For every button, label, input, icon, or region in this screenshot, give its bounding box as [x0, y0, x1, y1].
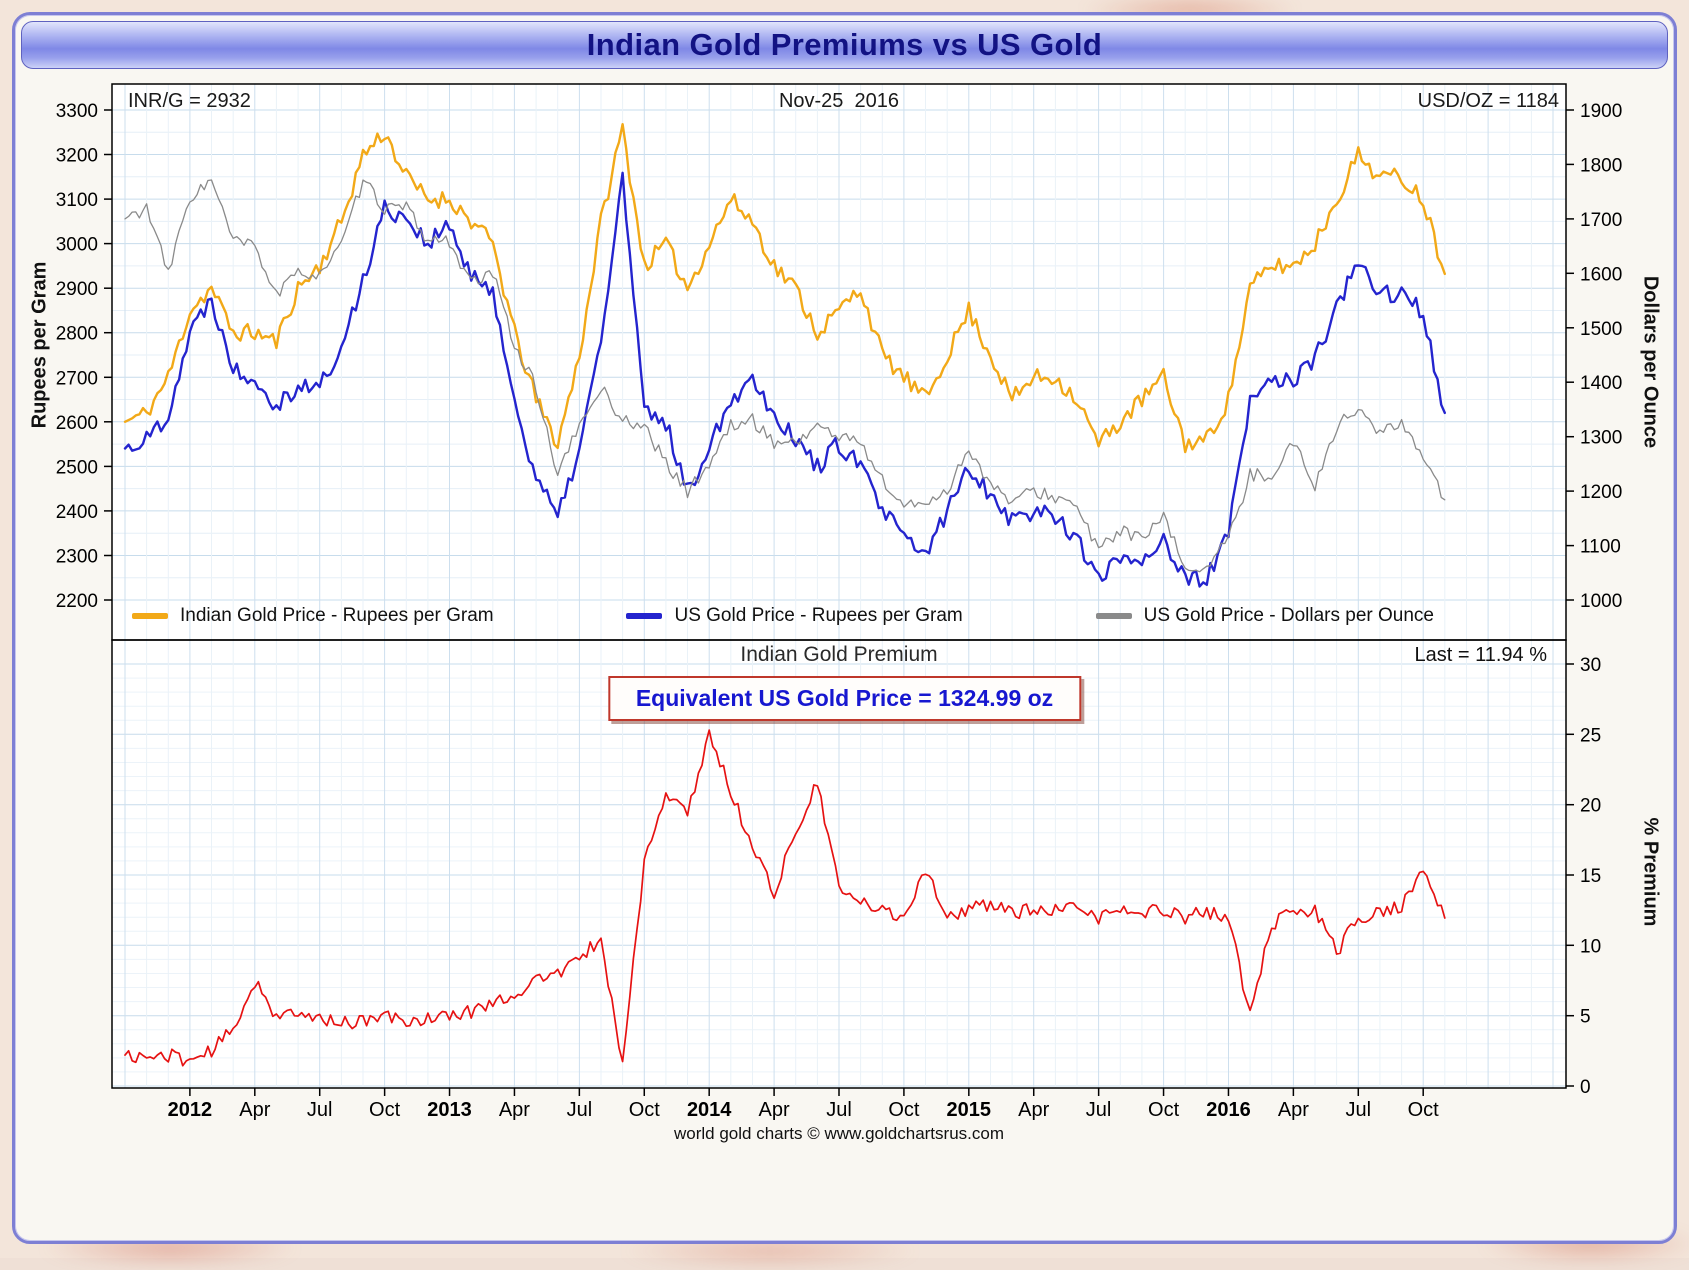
chart-title: Indian Gold Premiums vs US Gold: [586, 27, 1103, 62]
chart-frame: Indian Gold Premiums vs US Gold: [12, 12, 1677, 1244]
chart-title-bar: Indian Gold Premiums vs US Gold: [21, 21, 1668, 69]
